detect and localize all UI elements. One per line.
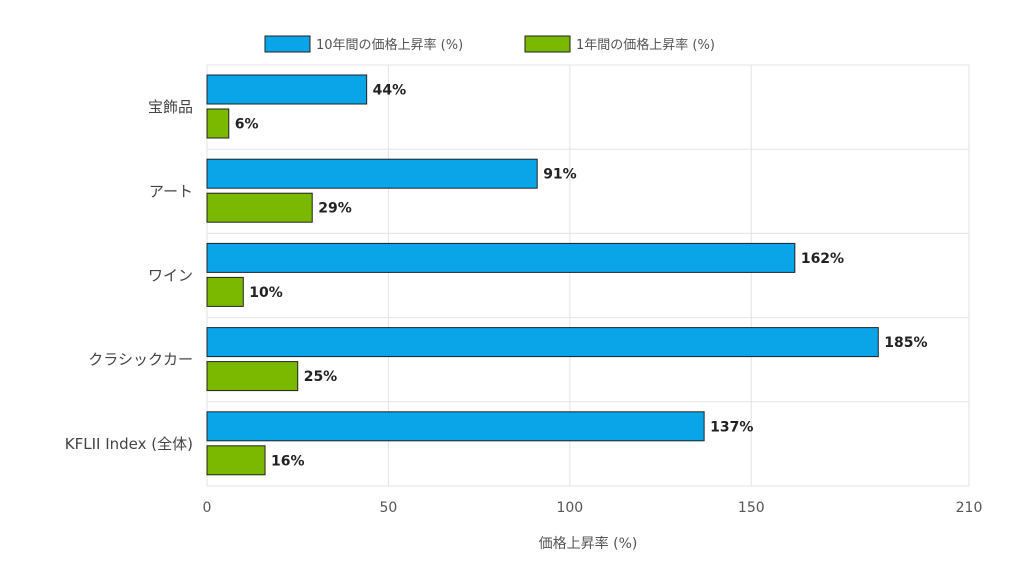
x-tick-label: 210	[956, 500, 983, 516]
category-label: ワイン	[148, 267, 193, 285]
data-label: 44%	[373, 83, 407, 99]
legend-label: 10年間の価格上昇率 (%)	[316, 37, 463, 53]
data-label: 10%	[249, 285, 283, 301]
legend-swatch	[264, 35, 311, 53]
gridlines	[206, 64, 970, 487]
x-tick-label: 100	[556, 500, 583, 516]
bar	[206, 445, 266, 476]
x-tick-label: 150	[738, 500, 765, 516]
data-label: 137%	[710, 419, 753, 435]
legend-swatch	[524, 35, 571, 53]
category-label: KFLII Index (全体)	[65, 435, 193, 453]
legend: 10年間の価格上昇率 (%) 1年間の価格上昇率 (%)	[264, 35, 715, 53]
bars	[206, 74, 879, 476]
category-label: クラシックカー	[88, 351, 193, 369]
bar	[206, 242, 796, 273]
bar	[206, 192, 313, 223]
bar	[206, 276, 244, 307]
legend-label: 1年間の価格上昇率 (%)	[576, 37, 715, 53]
category-label: 宝飾品	[148, 98, 193, 116]
data-label: 6%	[235, 117, 259, 133]
labels: 0 50 100 150 210 宝飾品 44% 6% アート 91% 29% ワイン 162% 10% ク…	[65, 83, 983, 517]
data-label: 29%	[318, 201, 352, 217]
data-label: 25%	[304, 369, 338, 385]
data-label: 91%	[543, 167, 577, 183]
bar	[206, 361, 299, 392]
x-tick-label: 0	[203, 500, 212, 516]
bar	[206, 158, 538, 189]
bar	[206, 327, 879, 358]
x-axis-title: 価格上昇率 (%)	[539, 535, 638, 552]
data-label: 185%	[884, 335, 927, 351]
bar	[206, 74, 368, 105]
category-label: アート	[149, 182, 193, 200]
bar	[206, 108, 230, 139]
data-label: 162%	[801, 251, 844, 267]
bar	[206, 411, 705, 442]
data-label: 16%	[271, 453, 305, 469]
x-tick-label: 50	[380, 500, 398, 516]
